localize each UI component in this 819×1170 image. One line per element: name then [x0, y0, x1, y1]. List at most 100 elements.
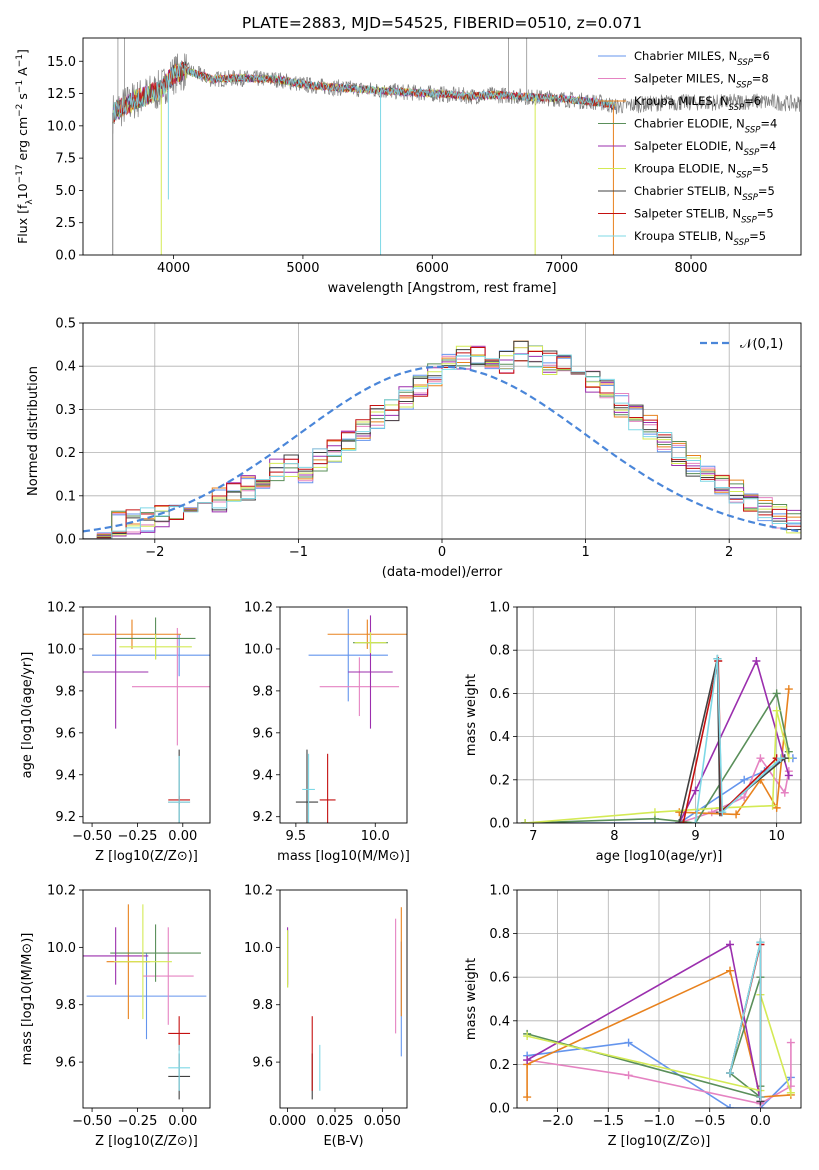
weight-point-marker: [740, 793, 749, 802]
y-axis-label: mass weight: [464, 958, 479, 1040]
weight-series-line: [525, 710, 790, 823]
y-tick-label: 9.8: [55, 998, 76, 1013]
x-tick-label: 0.0: [750, 1114, 771, 1129]
weight-point-marker: [740, 775, 749, 784]
y-tick-label: 9.8: [55, 684, 76, 699]
weight-point-marker: [650, 808, 659, 817]
errorbars-age_vs_Z: [83, 615, 210, 823]
weight-point-marker: [784, 685, 793, 694]
spectrum-lines: [112, 38, 801, 255]
plot-frame-residuals: [82, 322, 802, 540]
y-tick-label: 10.2: [244, 601, 273, 616]
legend-entry: Chabrier MILES, NSSP=6: [634, 49, 770, 68]
axes-age_vs_Z: −0.50 −0.25 0.00 9.2 9.4 9.6 9.8 10.0 10.2: [47, 601, 197, 845]
weight-series-line: [694, 658, 782, 823]
x-tick-label: 0.00: [168, 1114, 197, 1129]
y-tick-label: 10.0: [47, 642, 76, 657]
weight-point-marker: [772, 706, 781, 715]
weight-point-marker: [523, 1032, 532, 1041]
y-tick-label: 0.1: [55, 489, 76, 504]
weight-point-marker: [624, 1071, 633, 1080]
y-tick-label: 10.2: [244, 884, 273, 899]
x-tick-label: −0.25: [118, 829, 158, 844]
lines-weight_vs_Z: [523, 938, 795, 1108]
x-tick-label: 0: [438, 545, 446, 560]
x-tick-label: 5000: [286, 261, 319, 276]
weight-point-marker: [675, 819, 684, 823]
y-tick-label: 9.4: [252, 768, 273, 783]
y-tick-label: 9.4: [55, 768, 76, 783]
x-axis-label: E(B-V): [323, 1134, 363, 1149]
y-axis-label: Flux [fλ10−17 erg cm−2 s−1 A−1]: [15, 49, 35, 244]
x-tick-label: −1: [289, 545, 308, 560]
weight-point-marker: [772, 803, 781, 812]
y-tick-label: 0.8: [489, 644, 510, 659]
x-tick-label: −0.50: [72, 829, 112, 844]
weight-point-marker: [523, 1056, 532, 1065]
weight-point-marker: [726, 1069, 734, 1078]
weight-point-marker: [756, 754, 765, 763]
y-tick-label: 9.2: [55, 810, 76, 825]
y-tick-label: 1.0: [489, 601, 510, 616]
x-tick-label: −0.25: [118, 1114, 158, 1129]
y-tick-label: 0.4: [55, 360, 76, 375]
x-tick-label: −0.50: [72, 1114, 112, 1129]
y-axis-label: age [log10(age/yr)]: [20, 652, 35, 779]
x-tick-label: −2: [145, 545, 164, 560]
legend-entry: Salpeter STELIB, NSSP=5: [634, 207, 774, 226]
x-axis-label: age [log10(age/yr)]: [596, 849, 723, 864]
y-tick-label: 10.0: [244, 941, 273, 956]
y-tick-label: 0.0: [55, 249, 76, 264]
y-tick-label: 12.5: [47, 87, 76, 102]
legend-entry: Chabrier ELODIE, NSSP=4: [634, 117, 777, 136]
y-axis-label: mass weight: [464, 674, 479, 756]
y-axis-label: Normed distribution: [26, 366, 41, 496]
weight-point-marker: [691, 786, 700, 795]
weight-point-marker: [718, 808, 727, 817]
x-tick-label: −1.0: [643, 1114, 675, 1129]
y-tick-label: 0.2: [489, 773, 510, 788]
legend-entry: Salpeter ELODIE, NSSP=4: [634, 139, 776, 158]
x-tick-label: 8: [610, 829, 618, 844]
y-tick-label: 9.6: [252, 1056, 273, 1071]
errorbars-mass_vs_ebv: [287, 907, 402, 1100]
y-tick-label: 9.8: [252, 684, 273, 699]
x-tick-label: 10: [768, 829, 785, 844]
plot-frame-spectrum: [82, 37, 802, 256]
axes-mass_vs_ebv: 0.000 0.025 0.050 9.6 9.8 10.0 10.2: [244, 884, 401, 1130]
x-tick-label: 6000: [416, 261, 449, 276]
legend-entry: 𝒩(0,1): [740, 337, 783, 352]
y-tick-label: 9.6: [55, 726, 76, 741]
legend-entry: Chabrier STELIB, NSSP=5: [634, 184, 775, 203]
x-tick-label: 0.025: [316, 1114, 353, 1129]
weight-point-marker: [726, 966, 734, 975]
y-tick-label: 0.6: [489, 971, 510, 986]
x-tick-label: −2.0: [542, 1114, 574, 1129]
weight-point-marker: [776, 754, 785, 763]
x-axis-label: wavelength [Angstrom, rest frame]: [328, 281, 557, 296]
plot-frame-age_vs_mass: [279, 606, 408, 824]
weight-point-marker: [679, 819, 688, 823]
axes-residuals: −2 −1 0 1 2 0.0 0.1 0.2 0.3 0.4 0.5: [55, 317, 801, 560]
y-tick-label: 9.8: [252, 998, 273, 1013]
weight-point-marker: [752, 657, 761, 665]
weight-point-marker: [521, 819, 530, 823]
y-tick-label: 1.0: [489, 884, 510, 899]
errorbars-mass_vs_Z: [83, 904, 207, 1100]
weight-series-line: [525, 691, 790, 823]
y-tick-label: 0.0: [55, 533, 76, 548]
weight-point-marker: [713, 654, 722, 663]
y-tick-label: 0.6: [489, 687, 510, 702]
plot-frame-mass_vs_Z: [82, 889, 211, 1109]
axes-weight_vs_age: 7 8 9 10 0.0 0.2 0.4 0.6 0.8 1.0: [489, 601, 801, 844]
weight-point-marker: [707, 808, 716, 817]
y-tick-label: 7.5: [55, 152, 76, 167]
x-tick-label: 9: [691, 829, 699, 844]
y-tick-label: 0.4: [489, 730, 510, 745]
weight-point-marker: [786, 1088, 795, 1097]
y-tick-label: 0.3: [55, 403, 76, 418]
x-axis-label: (data-model)/error: [382, 565, 503, 580]
y-tick-label: 2.5: [55, 216, 76, 231]
weight-point-marker: [624, 1038, 633, 1047]
x-tick-label: 0.000: [269, 1114, 306, 1129]
